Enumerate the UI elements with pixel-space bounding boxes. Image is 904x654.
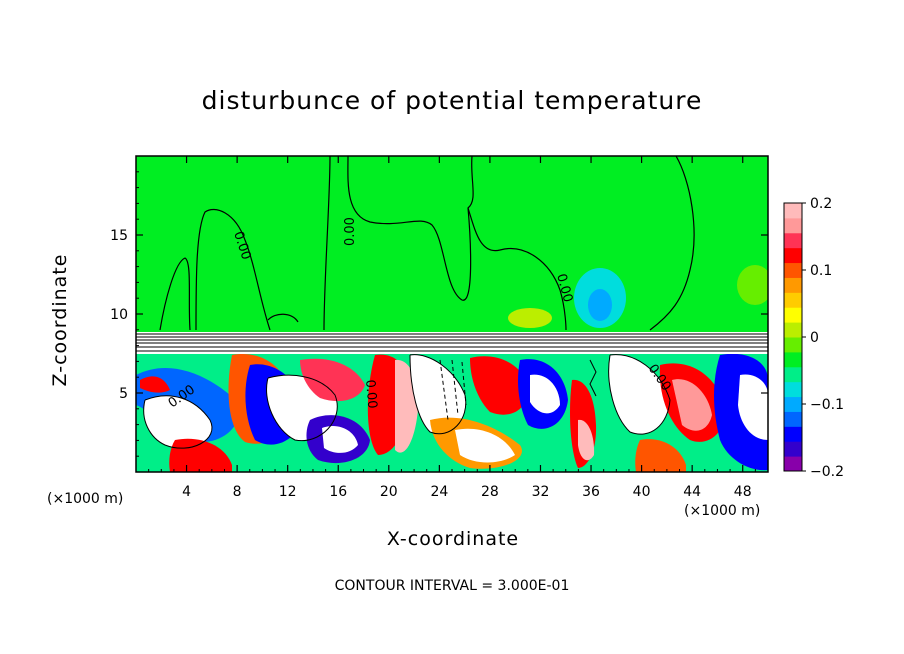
upper-contours — [159, 156, 695, 331]
colorbar-swatch — [784, 441, 802, 457]
transition-band-contours — [136, 333, 768, 352]
colorbar-swatch — [784, 381, 802, 398]
lower-blob — [635, 439, 686, 472]
x-tick-label: 8 — [233, 484, 242, 500]
lower-blob — [455, 428, 515, 463]
x-tick-label: 4 — [182, 484, 191, 500]
colorbar-swatch — [784, 337, 802, 353]
colorbar-swatch — [784, 203, 802, 219]
y-axis: 5 10 15 — [110, 171, 768, 457]
colorbar-swatch — [784, 277, 802, 293]
colorbar-swatch — [784, 426, 802, 442]
lower-blob — [140, 376, 170, 393]
colorbar: 0.2 0.1 0 −0.1 −0.2 — [783, 196, 844, 480]
y-tick-label: 15 — [110, 228, 128, 244]
colorbar-swatch — [784, 411, 802, 427]
colorbar-swatch — [784, 217, 802, 234]
lower-blob — [470, 356, 529, 415]
x-tick-label: 40 — [633, 484, 651, 500]
colorbar-swatch — [784, 262, 802, 278]
lower-blob — [672, 379, 712, 431]
contour-label: 0.00 — [362, 379, 379, 409]
x-tick-label: 16 — [329, 484, 347, 500]
x-tick-label: 36 — [582, 484, 600, 500]
x-tick-label: 12 — [279, 484, 297, 500]
colorbar-tick-label: −0.2 — [810, 464, 844, 480]
colorbar-tick-label: 0 — [810, 330, 819, 346]
heatmap-field: 0.00 0.00 0.00 0.00 0.00 0.00 — [136, 156, 768, 472]
x-tick-label: 20 — [380, 484, 398, 500]
upper-field — [136, 156, 768, 336]
colorbar-swatch — [784, 396, 802, 412]
colorbar-tick-label: 0.2 — [810, 196, 832, 212]
colorbar-tick-label: 0.1 — [810, 263, 832, 279]
colorbar-swatch — [784, 307, 802, 323]
y-tick-label: 5 — [119, 386, 128, 402]
x-unit-label-left: (×1000 m) — [47, 491, 124, 507]
lower-blob — [530, 374, 560, 414]
lower-blob — [738, 374, 768, 440]
x-tick-label: 48 — [734, 484, 752, 500]
lower-contours — [143, 354, 671, 449]
lower-blob — [578, 419, 595, 461]
x-axis-label: X-coordinate — [386, 528, 520, 550]
colorbar-swatch — [784, 351, 802, 368]
x-tick-label: 24 — [430, 484, 448, 500]
lower-blob — [169, 438, 232, 472]
colorbar-swatch — [784, 247, 802, 264]
lower-blob — [143, 395, 212, 449]
colorbar-swatch — [784, 366, 802, 383]
colorbar-swatch — [784, 232, 802, 249]
upper-warm-anomaly — [508, 308, 552, 328]
contour-interval-note: CONTOUR INTERVAL = 3.000E-01 — [334, 578, 570, 594]
x-tick-label: 28 — [481, 484, 499, 500]
lower-blob — [608, 354, 670, 435]
colorbar-swatch — [784, 322, 802, 338]
lower-blob — [300, 358, 365, 402]
y-tick-label: 10 — [110, 307, 128, 323]
x-unit-label-right: (×1000 m) — [684, 503, 761, 519]
upper-cool-anomaly-core — [588, 289, 612, 321]
colorbar-swatch — [784, 292, 802, 308]
x-tick-label: 44 — [683, 484, 701, 500]
chart-title: disturbunce of potential temperature — [201, 86, 703, 115]
contour-label: 0.00 — [553, 272, 575, 304]
x-axis: 4 8 12 16 20 24 28 32 36 40 44 48 — [148, 156, 756, 500]
x-tick-label: 32 — [532, 484, 550, 500]
colorbar-swatch — [784, 456, 802, 472]
upper-right-tint — [737, 265, 768, 305]
colorbar-tick-label: −0.1 — [810, 397, 844, 413]
lower-blob — [322, 425, 358, 453]
contour-label: 0.00 — [343, 217, 358, 246]
